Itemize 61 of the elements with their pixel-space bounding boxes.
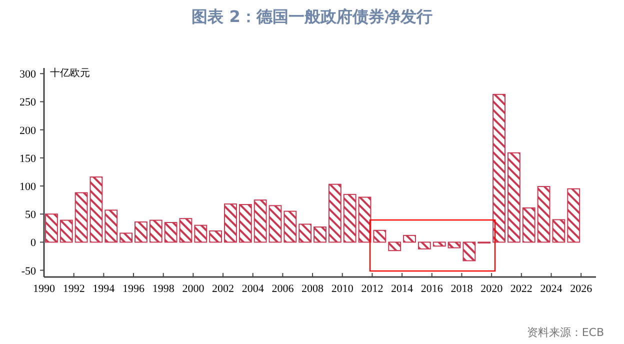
text: 资料来源：ECB bbox=[526, 326, 604, 339]
bar bbox=[284, 210, 297, 243]
y-tick-label: -50 bbox=[21, 265, 36, 278]
bar bbox=[120, 232, 133, 243]
x-tick-label: 2000 bbox=[182, 283, 205, 295]
y-tick-label: 250 bbox=[20, 96, 36, 109]
bar bbox=[44, 214, 58, 243]
y-tick-label: 100 bbox=[20, 180, 36, 193]
bar bbox=[343, 194, 356, 243]
x-tick-label: 1996 bbox=[122, 283, 146, 295]
x-tick-label: 1990 bbox=[33, 283, 56, 295]
bar bbox=[314, 226, 326, 243]
chart-title: 图表 2：德国一般政府债券净发行 bbox=[192, 7, 432, 26]
bar bbox=[448, 242, 461, 248]
bar bbox=[418, 242, 431, 250]
bar bbox=[388, 242, 402, 252]
x-tick-label: 2002 bbox=[212, 283, 234, 295]
x-tick-label: 2012 bbox=[361, 283, 384, 295]
x-tick-label: 2018 bbox=[450, 283, 474, 295]
bar bbox=[194, 224, 208, 243]
bar bbox=[373, 230, 386, 243]
bar bbox=[254, 200, 267, 243]
x-tick-label: 2022 bbox=[510, 283, 532, 295]
x-tick-label: 2006 bbox=[272, 283, 294, 295]
x-tick-label: 2024 bbox=[540, 283, 563, 295]
bar bbox=[224, 203, 237, 243]
bar bbox=[134, 221, 148, 243]
x-tick-label: 2004 bbox=[242, 283, 264, 295]
bar bbox=[432, 242, 446, 247]
bar bbox=[149, 220, 162, 243]
x-tick-label: 2016 bbox=[420, 283, 444, 295]
y-tick-label: 300 bbox=[20, 68, 36, 81]
y-tick-label: 0 bbox=[30, 237, 36, 250]
bar bbox=[522, 207, 536, 243]
x-tick-label: 1992 bbox=[62, 283, 85, 295]
bar bbox=[328, 184, 342, 243]
x-tick-label: 2026 bbox=[570, 283, 593, 295]
x-tick-label: 2008 bbox=[302, 283, 324, 295]
y-tick-label: 150 bbox=[20, 152, 36, 165]
bar bbox=[507, 152, 520, 243]
bar bbox=[268, 205, 282, 243]
x-tick-label: 1994 bbox=[92, 283, 116, 295]
bar bbox=[462, 242, 476, 262]
bar bbox=[164, 222, 178, 243]
bar bbox=[492, 94, 506, 243]
bar bbox=[403, 234, 416, 243]
y-tick-label: 200 bbox=[20, 124, 36, 137]
y-tick-label: 50 bbox=[25, 209, 36, 222]
x-tick-label: 1998 bbox=[152, 283, 175, 295]
bar bbox=[104, 210, 118, 243]
bar bbox=[298, 224, 312, 243]
x-tick-label: 2014 bbox=[391, 283, 414, 295]
bar bbox=[179, 218, 192, 243]
bar bbox=[209, 230, 222, 243]
y-axis-title: 十亿欧元 bbox=[50, 67, 90, 79]
bar bbox=[60, 220, 73, 243]
bar bbox=[567, 188, 580, 243]
bar bbox=[358, 196, 372, 243]
bar bbox=[238, 204, 252, 243]
x-tick-label: 2010 bbox=[331, 283, 354, 295]
x-tick-label: 2020 bbox=[480, 283, 504, 295]
